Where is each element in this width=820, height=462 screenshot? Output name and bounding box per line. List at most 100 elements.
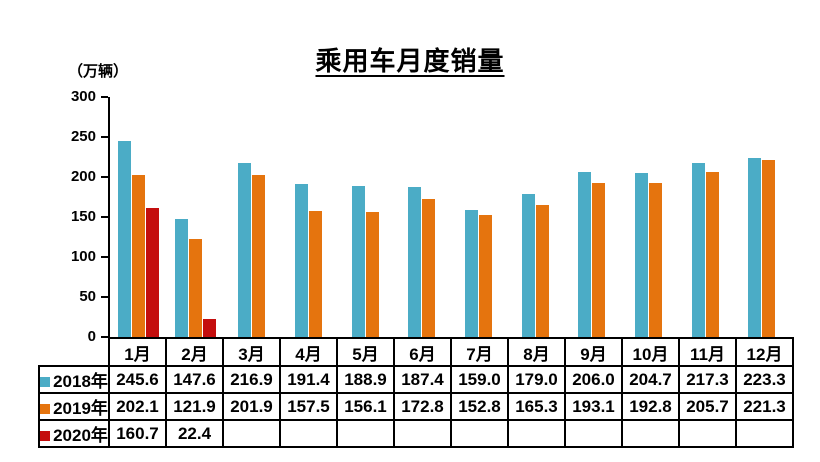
month-header-row: 1月 2月 3月 4月 5月 6月 7月 8月 9月 10月 11月 12月 <box>39 337 794 367</box>
y-axis-tick-label: 50 <box>79 288 96 305</box>
legend-swatch-icon <box>41 431 51 441</box>
bar-2019年-4月 <box>308 211 322 337</box>
month-header-cell: 8月 <box>507 337 566 367</box>
value-cell: 205.7 <box>678 392 737 421</box>
value-cell: 188.9 <box>336 365 395 394</box>
legend-swatch-icon <box>41 404 51 414</box>
table-row-2018年: 2018年 245.6 147.6 216.9 191.4 188.9 187.4 159.0… <box>38 365 794 394</box>
value-cell: 191.4 <box>279 365 338 394</box>
value-cell: 172.8 <box>393 392 452 421</box>
bar-2018年-11月 <box>691 163 705 337</box>
y-axis-tick-label: 200 <box>70 168 96 185</box>
y-axis-tick-label: 300 <box>70 88 96 105</box>
value-cell: 147.6 <box>165 365 224 394</box>
y-axis-tick <box>101 336 108 338</box>
month-header-cell: 10月 <box>621 337 680 367</box>
value-cell: 152.8 <box>450 392 509 421</box>
value-cell <box>735 419 794 448</box>
value-cell: 121.9 <box>165 392 224 421</box>
y-axis-tick-label: 0 <box>87 328 96 345</box>
y-axis-tick-label: 150 <box>70 208 96 225</box>
value-cell: 192.8 <box>621 392 680 421</box>
value-cell: 223.3 <box>735 365 794 394</box>
y-axis-tick <box>101 96 108 98</box>
bar-2019年-5月 <box>365 212 379 337</box>
value-cell: 179.0 <box>507 365 566 394</box>
series-name: 2020年 <box>53 426 108 445</box>
month-header-cell: 3月 <box>222 337 281 367</box>
table-row-2020年: 2020年 160.7 22.4 <box>38 419 794 448</box>
month-header-cell: 11月 <box>678 337 737 367</box>
data-table: 1月 2月 3月 4月 5月 6月 7月 8月 9月 10月 11月 12月 2018年 245.6 147… <box>38 337 794 448</box>
bar-2019年-1月 <box>131 175 145 337</box>
value-cell <box>564 419 623 448</box>
bar-2019年-6月 <box>422 198 436 337</box>
y-axis-tick <box>101 176 108 178</box>
bar-2019年-11月 <box>705 172 719 337</box>
y-axis-tick <box>101 256 108 258</box>
value-cell <box>222 419 281 448</box>
value-cell: 157.5 <box>279 392 338 421</box>
bar-2019年-7月 <box>478 214 492 337</box>
value-cell: 187.4 <box>393 365 452 394</box>
bar-2018年-10月 <box>634 173 648 337</box>
bar-2019年-2月 <box>188 239 202 337</box>
y-axis-tick <box>101 216 108 218</box>
bar-2019年-12月 <box>762 159 776 337</box>
y-axis-unit-label: （万辆） <box>68 63 129 80</box>
series-name: 2018年 <box>53 372 108 391</box>
bar-2018年-1月 <box>117 140 131 337</box>
value-cell: 204.7 <box>621 365 680 394</box>
value-cell <box>336 419 395 448</box>
month-header-cell: 1月 <box>108 337 167 367</box>
bar-2020年-2月 <box>202 319 216 337</box>
table-row-2019年: 2019年 202.1 121.9 201.9 157.5 156.1 172.8 152.8… <box>38 392 794 421</box>
plot-area <box>108 97 790 337</box>
value-cell <box>279 419 338 448</box>
legend-swatch-icon <box>41 377 51 387</box>
bar-2018年-4月 <box>294 183 308 337</box>
bar-2018年-9月 <box>578 172 592 337</box>
bar-2018年-5月 <box>351 185 365 337</box>
y-axis-tick-label: 250 <box>70 128 96 145</box>
y-axis-tick <box>101 296 108 298</box>
bar-2018年-3月 <box>238 163 252 337</box>
series-name: 2019年 <box>53 399 108 418</box>
value-cell: 245.6 <box>108 365 167 394</box>
bar-2018年-7月 <box>464 209 478 337</box>
value-cell: 193.1 <box>564 392 623 421</box>
value-cell <box>393 419 452 448</box>
value-cell: 165.3 <box>507 392 566 421</box>
month-header-cell: 5月 <box>336 337 395 367</box>
value-cell: 159.0 <box>450 365 509 394</box>
bar-2019年-9月 <box>592 182 606 337</box>
value-cell: 202.1 <box>108 392 167 421</box>
value-cell <box>621 419 680 448</box>
bar-2019年-8月 <box>535 204 549 337</box>
month-header-cell: 4月 <box>279 337 338 367</box>
bar-2018年-8月 <box>521 193 535 337</box>
month-header-cell: 6月 <box>393 337 452 367</box>
month-header-cell: 9月 <box>564 337 623 367</box>
value-cell: 201.9 <box>222 392 281 421</box>
chart-title: 乘用车月度销量 <box>315 46 505 76</box>
bar-2019年-10月 <box>648 182 662 337</box>
month-header-cell: 7月 <box>450 337 509 367</box>
month-header-cell: 2月 <box>165 337 224 367</box>
bar-2020年-1月 <box>145 208 159 337</box>
value-cell: 156.1 <box>336 392 395 421</box>
value-cell: 160.7 <box>108 419 167 448</box>
bar-2018年-6月 <box>408 187 422 337</box>
y-axis-tick <box>101 136 108 138</box>
value-cell: 206.0 <box>564 365 623 394</box>
value-cell <box>507 419 566 448</box>
series-label-cell: 2020年 <box>38 419 110 448</box>
value-cell: 216.9 <box>222 365 281 394</box>
value-cell <box>678 419 737 448</box>
bar-2018年-12月 <box>748 158 762 337</box>
value-cell: 221.3 <box>735 392 794 421</box>
y-axis-tick-label: 100 <box>70 248 96 265</box>
series-label-cell: 2019年 <box>38 392 110 421</box>
bar-2019年-3月 <box>252 175 266 337</box>
